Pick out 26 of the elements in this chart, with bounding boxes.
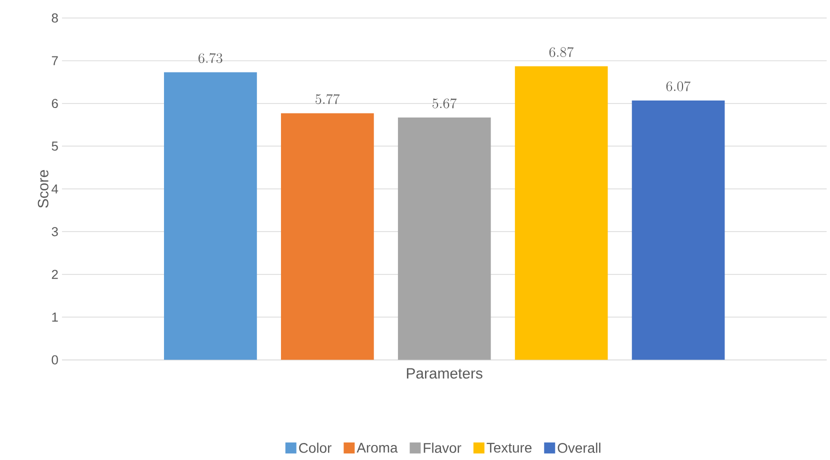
y-tick-label: 3 xyxy=(52,227,58,236)
x-axis-title: Parameters xyxy=(406,368,482,379)
data-label: 6.07 xyxy=(666,81,691,92)
bar xyxy=(514,66,608,360)
legend-label: Aroma xyxy=(356,443,398,453)
y-tick-label: 0 xyxy=(52,355,58,365)
y-tick-label: 8 xyxy=(52,13,58,23)
bar xyxy=(164,72,257,360)
y-tick-label: 5 xyxy=(52,142,58,151)
bar xyxy=(632,100,725,360)
bar xyxy=(280,113,374,360)
data-label: 5.67 xyxy=(432,98,457,108)
y-tick-label: 1 xyxy=(52,312,58,322)
legend-label: Overall xyxy=(558,442,600,453)
bar xyxy=(398,118,491,360)
legend-label: Color xyxy=(299,442,332,453)
y-axis-title: Score xyxy=(38,170,48,208)
y-tick-label: 4 xyxy=(52,184,58,194)
legend-label: Flavor xyxy=(424,442,462,453)
data-label: 6.87 xyxy=(549,47,574,58)
legend-label: Texture xyxy=(486,443,532,453)
data-label: 5.77 xyxy=(316,94,340,104)
y-tick-label: 7 xyxy=(52,56,58,66)
y-tick-label: 6 xyxy=(52,98,58,108)
y-tick-label: 2 xyxy=(52,270,58,279)
data-label: 6.73 xyxy=(198,53,222,64)
